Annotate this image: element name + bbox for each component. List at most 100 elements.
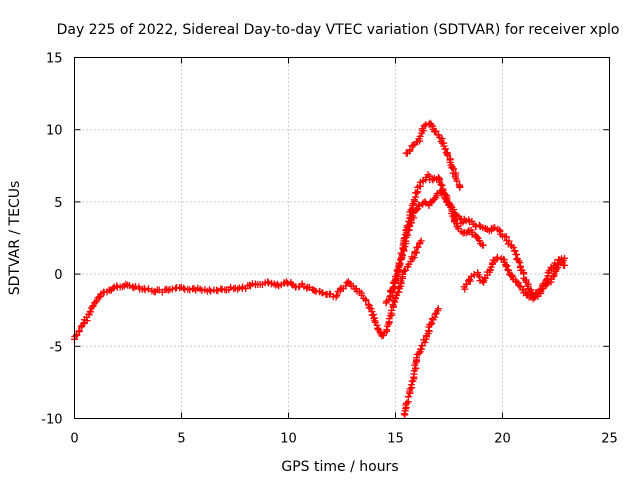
data-point — [509, 243, 517, 251]
data-point — [407, 381, 415, 389]
data-point — [443, 150, 451, 158]
data-point — [400, 267, 408, 275]
data-point — [440, 193, 448, 201]
data-point — [437, 180, 445, 188]
data-point — [462, 280, 470, 288]
data-point — [415, 349, 423, 357]
y-tick-label: 15 — [46, 52, 63, 67]
data-point — [92, 297, 100, 305]
x-tick-label: 25 — [601, 432, 618, 447]
data-point — [434, 305, 442, 313]
x-tick-label: 15 — [387, 432, 404, 447]
chart-title: Day 225 of 2022, Sidereal Day-to-day VTE… — [57, 22, 620, 38]
x-tick-label: 20 — [494, 432, 511, 447]
data-point — [144, 285, 152, 293]
data-point — [413, 354, 421, 362]
data-point — [504, 266, 512, 274]
data-point — [401, 266, 409, 274]
data-point — [168, 285, 176, 293]
data-point — [288, 280, 296, 288]
x-tick-label: 5 — [177, 432, 185, 447]
axis-ticks: 0 5 10 15 20 25 -10 -5 0 5 10 15 — [41, 52, 618, 447]
data-point — [333, 291, 341, 299]
data-point — [234, 285, 242, 293]
data-point — [420, 122, 428, 130]
data-point — [515, 281, 523, 289]
data-point — [549, 273, 557, 281]
x-tick-label: 10 — [280, 432, 297, 447]
y-tick-label: 0 — [54, 268, 62, 283]
data-point — [475, 237, 483, 245]
data-point — [264, 278, 272, 286]
data-point — [79, 320, 87, 328]
data-point — [561, 254, 569, 262]
data-point — [284, 279, 292, 287]
data-point — [427, 320, 435, 328]
data-point — [511, 247, 519, 255]
data-point — [374, 325, 382, 333]
data-point — [399, 252, 407, 260]
y-tick-label: -10 — [41, 413, 62, 428]
data-point — [362, 296, 370, 304]
data-point — [404, 231, 412, 239]
data-point — [364, 300, 372, 308]
data-point — [410, 254, 418, 262]
data-point — [91, 299, 99, 307]
data-point — [126, 282, 134, 290]
data-point — [416, 132, 424, 140]
data-point — [383, 326, 391, 334]
data-point — [403, 399, 411, 407]
data-point — [508, 271, 516, 279]
x-tick-label: 0 — [70, 432, 78, 447]
data-point — [502, 263, 510, 271]
data-point — [409, 141, 417, 149]
data-point — [86, 308, 94, 316]
data-point — [113, 282, 121, 290]
data-point — [227, 283, 235, 291]
data-point — [441, 145, 449, 153]
data-point — [491, 224, 499, 232]
data-point — [401, 237, 409, 245]
y-axis-label: SDTVAR / TECUs — [7, 181, 23, 296]
data-point — [413, 206, 421, 214]
y-tick-label: 10 — [46, 124, 63, 139]
data-point — [414, 243, 422, 251]
data-point — [130, 284, 138, 292]
data-point — [493, 253, 501, 261]
data-point — [424, 171, 432, 179]
data-point — [530, 294, 538, 302]
data-point — [109, 284, 117, 292]
data-point — [172, 284, 180, 292]
data-point — [386, 293, 394, 301]
data-point — [504, 267, 512, 275]
data-point — [396, 259, 404, 267]
data-point — [417, 345, 425, 353]
data-point — [561, 261, 569, 269]
data-point — [122, 280, 130, 288]
data-point — [431, 310, 439, 318]
data-point — [450, 206, 458, 214]
x-axis-label: GPS time / hours — [281, 459, 398, 475]
data-point — [406, 146, 414, 154]
data-point — [406, 385, 414, 393]
plot-frame — [74, 57, 610, 419]
data-point — [343, 279, 351, 287]
data-point — [141, 286, 149, 294]
data-point — [75, 327, 83, 335]
data-point — [311, 287, 319, 295]
grid-lines — [74, 57, 610, 419]
y-tick-label: -5 — [50, 340, 63, 355]
data-point — [400, 247, 408, 255]
data-point — [503, 262, 511, 270]
data-point — [336, 285, 344, 293]
data-point — [180, 284, 188, 292]
data-point — [409, 212, 417, 220]
data-point — [319, 289, 327, 297]
data-marks — [70, 119, 569, 419]
y-tick-label: 5 — [54, 196, 62, 211]
data-point — [207, 287, 215, 295]
data-point — [479, 241, 487, 249]
data-point — [456, 183, 464, 191]
data-point — [453, 177, 461, 185]
